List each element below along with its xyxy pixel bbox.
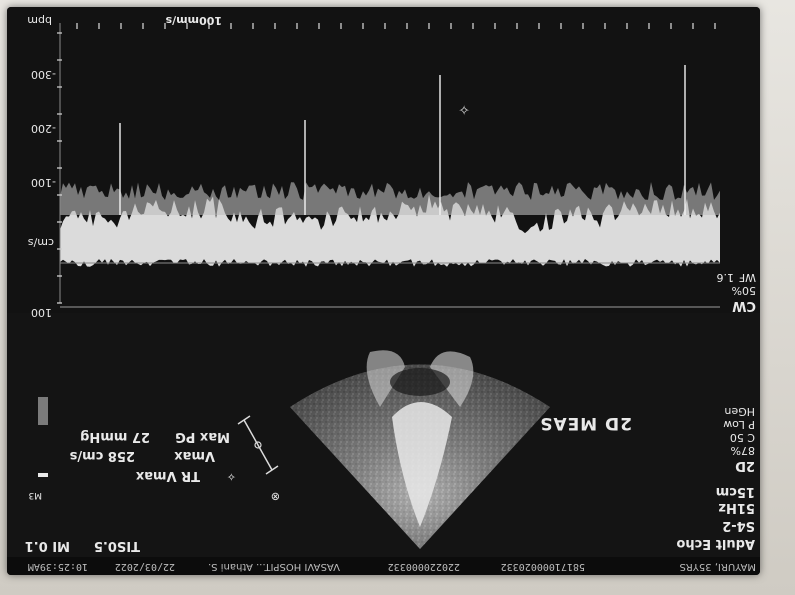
patient-id: 58171000020332 xyxy=(500,561,585,572)
gain-value: 87% xyxy=(730,444,755,457)
power-value: P Low xyxy=(723,418,755,431)
contrast-value: C 50 xyxy=(729,431,755,444)
marker-m3: M3 xyxy=(28,490,43,500)
vmax-value: 258 cm/s xyxy=(69,448,135,463)
max-pg-value: 27 mmHg xyxy=(80,429,150,444)
harmonic-value: HGen xyxy=(724,405,755,418)
doppler-spectrum: ✧ xyxy=(57,23,720,308)
max-pg-label: Max PG xyxy=(175,429,230,444)
vmax-label: Vmax xyxy=(174,448,215,463)
axis-tick-minus-300: -300 xyxy=(31,68,56,81)
depth-label: 15cm xyxy=(715,484,755,499)
extra-id: 220220000332 xyxy=(387,561,460,572)
patient-name: MAYURI, 35YRS xyxy=(679,561,756,572)
cursor-ruler-icon xyxy=(237,415,279,475)
wf-value: 1.6 xyxy=(716,271,735,284)
bpm-label: bpm xyxy=(27,14,52,27)
sector-image xyxy=(290,350,550,549)
depth-marker xyxy=(38,473,48,477)
wf-percent: 50% xyxy=(731,284,756,297)
wf-label: WF xyxy=(738,271,756,284)
hospital-name: VASAVI HOSPIT... Athani S. xyxy=(208,561,340,572)
exam-date: 22/03/2022 xyxy=(114,561,175,572)
echo-sheet: MAYURI, 35YRS 58171000020332 22022000033… xyxy=(7,7,760,575)
tr-bullet-icon: ✧ xyxy=(226,470,236,483)
gray-scale-bar xyxy=(38,397,48,425)
probe-label: S4-2 xyxy=(722,518,755,533)
cursor-crosshair-icon: ✧ xyxy=(458,101,470,117)
mode-2d: 2D xyxy=(735,458,755,473)
ruler-mark-icon: ⊗ xyxy=(270,490,280,503)
exam-time: 10:25:39AM xyxy=(27,561,88,572)
axis-tick-minus-200: -200 xyxy=(31,122,56,135)
preset-label: Adult Echo xyxy=(676,536,755,551)
axis-tick-100: 100 xyxy=(31,306,52,319)
cw-mode: CW xyxy=(732,298,756,313)
doppler-envelope-lower xyxy=(60,182,720,215)
sweep-speed: 100mm/s xyxy=(165,14,222,27)
frame-rate: 51Hz xyxy=(718,500,755,515)
tis-value: TIS0.5 xyxy=(93,538,140,553)
velocity-unit: cm/s xyxy=(27,236,54,249)
tr-vmax-label: TR Vmax xyxy=(135,468,200,483)
axis-tick-minus-100: -100 xyxy=(31,176,56,189)
mi-value: MI 0.1 xyxy=(24,538,70,553)
